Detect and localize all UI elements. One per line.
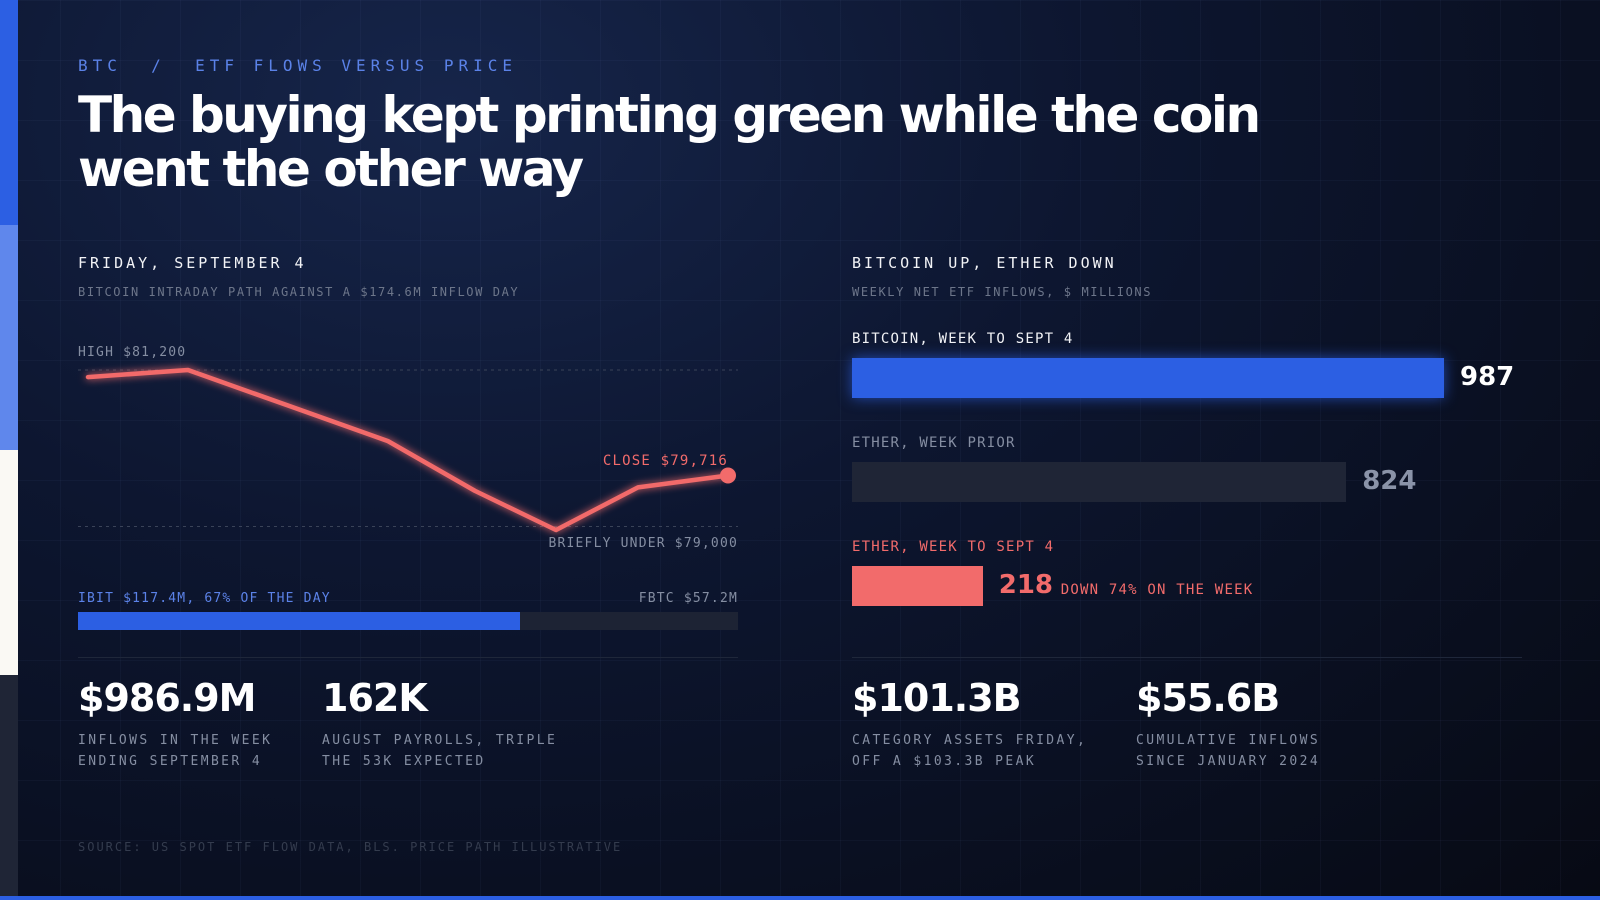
source-note: SOURCE: US SPOT ETF FLOW DATA, BLS. PRIC…: [78, 840, 623, 854]
stat-category-assets-caption: CATEGORY ASSETS FRIDAY, OFF A $103.3B PE…: [852, 733, 1088, 769]
right-divider: [852, 657, 1522, 658]
stat-payrolls-value: 162K: [322, 676, 428, 720]
bar-value-ether-current: 218: [998, 570, 1054, 600]
stat-weekly-inflows-value: $986.9M: [78, 676, 256, 720]
price-line-chart: [78, 367, 738, 533]
bar-label-ether-prior: ETHER, WEEK PRIOR: [852, 435, 1016, 451]
left-section-title: FRIDAY, SEPTEMBER 4: [78, 254, 307, 272]
low-annotation: BRIEFLY UNDER $79,000: [548, 536, 738, 551]
bar-ether-prior: [852, 462, 1347, 502]
stat-category-assets-value: $101.3B: [852, 676, 1022, 720]
accent-stripe-dark: [0, 675, 18, 900]
accent-stripe-light-blue: [0, 225, 18, 450]
bar-value-ether-prior: 824: [1362, 466, 1417, 496]
accent-stripe-white: [0, 450, 18, 675]
fbtc-label: FBTC $57.2M: [638, 591, 738, 606]
bar-bitcoin: [852, 358, 1444, 398]
bar-label-ether-current: ETHER, WEEK TO SEPT 4: [852, 539, 1055, 555]
stat-cumulative-inflows-caption: CUMULATIVE INFLOWS SINCE JANUARY 2024: [1136, 733, 1321, 769]
close-annotation: CLOSE $79,716: [602, 453, 728, 469]
close-point: [720, 467, 736, 484]
stat-cumulative-inflows-value: $55.6B: [1136, 676, 1280, 720]
ether-drop-note: DOWN 74% ON THE WEEK: [1060, 582, 1254, 598]
kicker: BTC / ETF FLOWS VERSUS PRICE: [78, 56, 517, 75]
left-section-subtitle: BITCOIN INTRADAY PATH AGAINST A $174.6M …: [78, 285, 520, 299]
bar-label-bitcoin: BITCOIN, WEEK TO SEPT 4: [852, 331, 1074, 347]
price-series-line: [85, 367, 731, 533]
right-section-title: BITCOIN UP, ETHER DOWN: [852, 254, 1117, 272]
stat-weekly-inflows-caption: INFLOWS IN THE WEEK ENDING SEPTEMBER 4: [78, 733, 273, 769]
ibit-share-fill: [78, 612, 521, 630]
ibit-fbtc-split-bar: [78, 612, 738, 630]
high-annotation: HIGH $81,200: [78, 345, 187, 360]
accent-stripe-blue: [0, 0, 18, 225]
bar-value-bitcoin: 987: [1460, 362, 1515, 392]
ibit-label: IBIT $117.4M, 67% OF THE DAY: [78, 591, 331, 606]
bottom-accent-line: [0, 896, 1600, 900]
stat-payrolls-caption: AUGUST PAYROLLS, TRIPLE THE 53K EXPECTED: [322, 733, 558, 769]
headline: The buying kept printing green while the…: [78, 86, 1261, 198]
right-section-subtitle: WEEKLY NET ETF INFLOWS, $ MILLIONS: [852, 285, 1153, 299]
left-divider: [78, 657, 738, 658]
bar-ether-current: [852, 566, 983, 606]
